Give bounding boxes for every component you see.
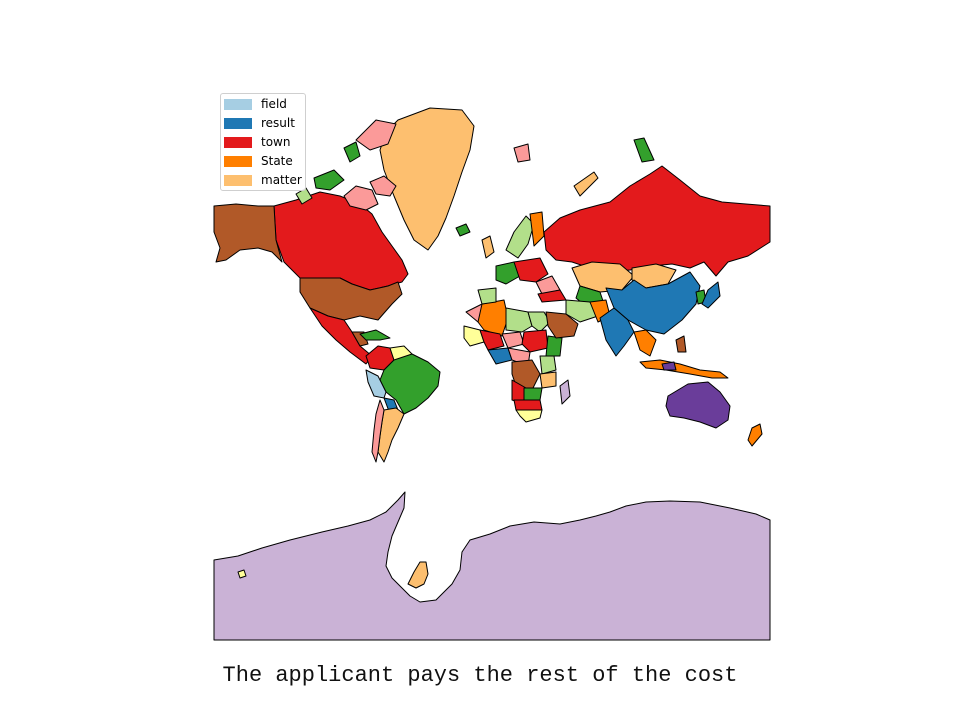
region-antarctic-peninsula <box>407 561 429 589</box>
legend-item: town <box>224 135 290 149</box>
region-algeria <box>477 299 509 337</box>
legend-label: State <box>261 154 293 168</box>
region-arabia <box>545 311 579 339</box>
region-japan <box>701 281 721 309</box>
legend-swatch <box>224 136 252 148</box>
legend-swatch <box>224 98 252 110</box>
map-legend: field result town State matter <box>220 93 306 191</box>
region-new-zealand <box>747 423 763 447</box>
region-arctic-island-3 <box>343 141 361 163</box>
region-india <box>599 307 635 357</box>
legend-label: town <box>261 135 291 149</box>
region-russia <box>543 165 771 277</box>
region-iran <box>565 299 599 323</box>
region-tanzania <box>539 371 557 389</box>
region-arctic-island-5 <box>369 175 397 197</box>
region-canada <box>273 191 409 291</box>
region-southeast-asia <box>633 329 657 357</box>
region-philippines <box>675 335 687 353</box>
region-antarctica <box>213 491 771 641</box>
region-kenya <box>539 355 557 375</box>
region-uk <box>481 235 495 259</box>
region-ethiopia <box>545 335 563 357</box>
region-arctic-island-4 <box>313 169 345 191</box>
region-chile <box>371 399 385 463</box>
legend-swatch <box>224 174 252 186</box>
region-west-africa <box>463 325 485 347</box>
legend-label: field <box>261 97 287 111</box>
region-eastern-europe <box>513 257 549 283</box>
legend-item: field <box>224 97 287 111</box>
region-arctic-island-1 <box>343 185 379 211</box>
region-australia <box>665 381 731 429</box>
region-papua <box>661 361 677 371</box>
region-novaya-zemlya <box>573 171 599 197</box>
region-greenland <box>379 107 475 251</box>
legend-item: matter <box>224 173 302 187</box>
legend-item: State <box>224 154 293 168</box>
legend-swatch <box>224 117 252 129</box>
region-south-africa <box>515 409 543 423</box>
region-svalbard <box>513 143 531 163</box>
region-iberia <box>477 287 497 305</box>
region-iceland <box>455 223 471 237</box>
region-alaska <box>213 203 283 263</box>
legend-item: result <box>224 116 295 130</box>
region-arctic-island-2 <box>355 119 397 151</box>
region-south-georgia <box>237 569 247 579</box>
region-madagascar <box>559 379 571 405</box>
legend-label: matter <box>261 173 302 187</box>
region-niger <box>501 331 525 349</box>
region-franz-josef <box>633 137 655 163</box>
legend-label: result <box>261 116 295 130</box>
region-scandinavia <box>505 215 535 259</box>
region-libya <box>505 307 533 333</box>
region-cuba <box>359 329 391 341</box>
region-finland <box>529 211 545 247</box>
legend-swatch <box>224 155 252 167</box>
map-caption: The applicant pays the rest of the cost <box>222 663 738 688</box>
region-western-europe <box>495 261 521 285</box>
region-indonesia <box>639 359 729 379</box>
region-egypt <box>527 311 551 333</box>
region-sudan <box>521 329 549 353</box>
region-mali <box>479 329 505 351</box>
